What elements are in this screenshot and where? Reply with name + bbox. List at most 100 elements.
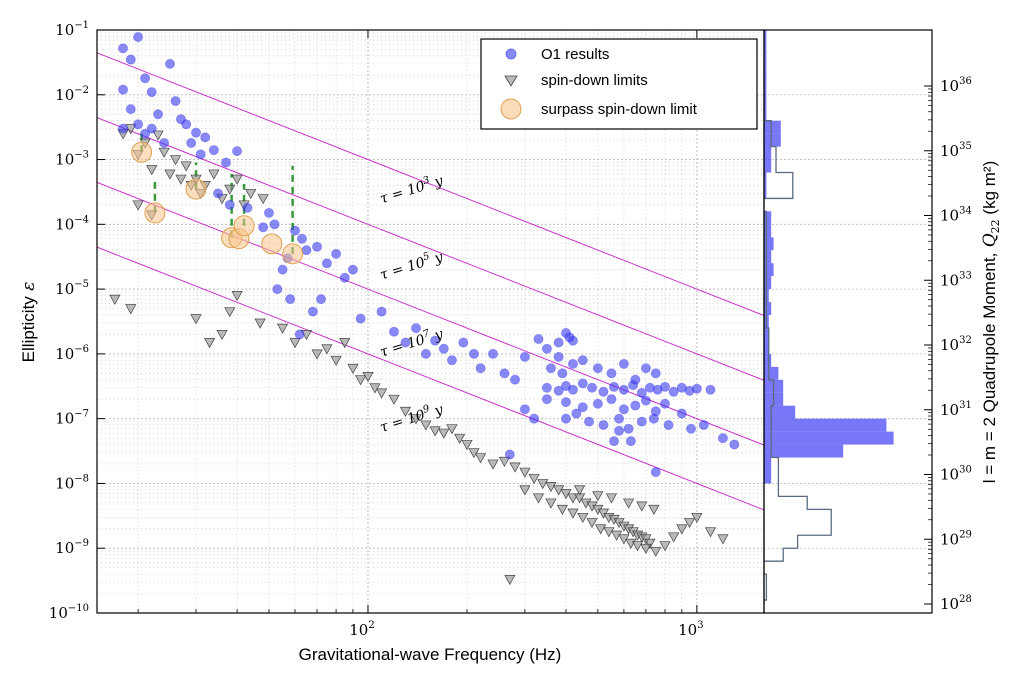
spin-down-point <box>132 200 144 211</box>
o1-hist-bar <box>764 327 769 341</box>
legend-o1-label: O1 results <box>541 46 609 63</box>
o1-point <box>571 408 582 419</box>
y-tick-label: 10−8 <box>55 473 89 492</box>
spin-down-point <box>545 498 557 509</box>
legend-surpass-label: surpass spin-down limit <box>541 101 698 118</box>
spin-down-hist-outline <box>764 120 832 601</box>
o1-point <box>553 351 564 362</box>
o1-point <box>164 58 175 69</box>
spin-down-point <box>224 184 236 195</box>
o1-point <box>263 207 274 218</box>
spin-down-point <box>605 493 618 504</box>
o1-hist-bar <box>764 68 767 82</box>
o1-point <box>376 306 387 317</box>
x-axis-label: Gravitational-wave Frequency (Hz) <box>299 645 562 664</box>
spin-down-point <box>498 456 511 467</box>
o1-point <box>577 355 588 366</box>
tau-line-0 <box>97 52 764 317</box>
o1-point <box>557 368 568 379</box>
o1-point <box>625 436 636 447</box>
o1-point <box>159 138 170 149</box>
o1-point <box>269 219 280 230</box>
spin-down-point <box>204 338 216 349</box>
o1-hist-bar <box>764 457 772 471</box>
legend-spindown-marker <box>504 75 518 87</box>
o1-hist-bar <box>764 444 844 458</box>
o1-point <box>133 31 144 42</box>
spin-down-point <box>636 501 648 512</box>
legend-box <box>480 38 758 130</box>
spin-down-point <box>519 485 531 496</box>
o1-hist-bar <box>764 107 767 121</box>
o1-point <box>636 416 647 427</box>
spin-down-point <box>504 575 516 586</box>
spin-down-point <box>388 394 400 405</box>
o1-point <box>321 258 332 269</box>
o1-point <box>430 335 441 346</box>
o1-point <box>553 337 564 348</box>
spin-down-point <box>164 169 176 180</box>
o1-hist-bar <box>764 405 796 419</box>
o1-point <box>650 467 661 478</box>
spin-down-point <box>704 527 717 538</box>
legend-surpass-marker <box>500 98 522 120</box>
o1-point <box>242 202 253 213</box>
o1-point <box>630 400 641 411</box>
spin-down-point <box>245 189 257 200</box>
spin-down-point <box>586 518 598 529</box>
o1-point <box>648 413 659 424</box>
o1-point <box>400 337 411 348</box>
spin-down-point <box>355 375 367 386</box>
o1-point <box>541 343 552 354</box>
side-frame <box>763 29 933 614</box>
spin-down-point <box>668 532 680 543</box>
spin-down-point <box>640 543 652 554</box>
spin-down-point <box>487 459 499 470</box>
spin-down-point <box>254 318 266 329</box>
y-tick-label: 10−7 <box>55 409 89 428</box>
o1-point <box>717 433 728 444</box>
spin-down-point <box>231 174 243 185</box>
spin-down-point <box>438 428 450 439</box>
spin-down-point <box>429 426 441 437</box>
o1-point <box>691 383 702 394</box>
x-tick-label: 103 <box>678 620 703 639</box>
spin-down-point <box>289 338 301 349</box>
o1-point <box>618 358 629 369</box>
spin-down-point <box>375 388 388 399</box>
o1-point <box>195 149 206 160</box>
tau-line-1 <box>97 117 764 381</box>
o1-point <box>200 132 211 143</box>
y2-tick-label: 1035 <box>940 141 972 160</box>
o1-point <box>663 419 674 430</box>
tau-labels: τ = 103 yτ = 105 yτ = 107 yτ = 109 y <box>378 173 446 436</box>
o1-point <box>140 73 151 84</box>
spin-down-points <box>109 124 729 586</box>
spin-down-point <box>180 161 192 172</box>
o1-point <box>224 199 235 210</box>
o1-point <box>606 368 617 379</box>
o1-point <box>640 363 651 374</box>
o1-hist-bar <box>764 418 887 432</box>
surpass-point <box>185 178 207 200</box>
y2-tick-label: 1034 <box>940 206 972 225</box>
y-tick-label: 10−4 <box>55 214 89 233</box>
o1-point <box>118 123 129 134</box>
o1-hist-bar <box>764 120 781 134</box>
surpass-point <box>144 202 166 224</box>
o1-point <box>705 384 716 395</box>
spin-down-point <box>321 344 333 355</box>
spin-down-point <box>683 518 696 529</box>
o1-point <box>567 384 578 395</box>
y2-axis-label: l = m = 2 Quadrupole Moment, Q22 (kg m²) <box>980 161 1002 483</box>
o1-point <box>146 123 157 134</box>
spin-down-point <box>190 314 202 325</box>
o1-point <box>186 138 197 149</box>
spin-down-point <box>592 491 604 502</box>
o1-point <box>475 363 486 374</box>
o1-point <box>258 222 269 233</box>
o1-point <box>191 127 202 138</box>
spin-down-point <box>691 512 703 524</box>
o1-hist-bar <box>764 263 774 277</box>
o1-point <box>170 96 181 107</box>
